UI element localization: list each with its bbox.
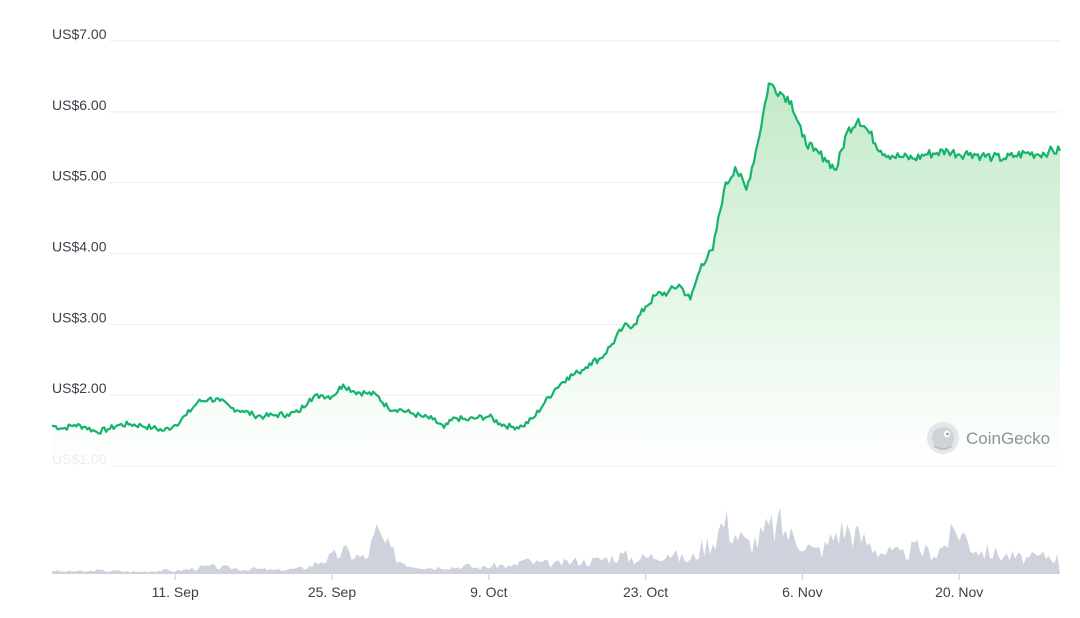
- y-tick-label: US$7.00: [52, 26, 107, 42]
- x-tick-label: 9. Oct: [470, 584, 507, 600]
- y-tick-label: US$5.00: [52, 168, 107, 184]
- price-series-line: [51, 82, 1062, 435]
- y-tick-label: US$3.00: [52, 309, 107, 325]
- y-tick-label: US$4.00: [52, 239, 107, 255]
- price-line: [51, 82, 1062, 435]
- x-tick-label: 6. Nov: [782, 584, 822, 600]
- x-tick-label: 25. Sep: [308, 584, 356, 600]
- price-area-fill: [52, 83, 1060, 466]
- x-tick-label: 23. Oct: [623, 584, 668, 600]
- x-axis-ticks: 11. Sep 25. Sep 9. Oct 23. Oct 6. Nov 20. Nov: [152, 574, 983, 600]
- volume-area: [52, 507, 1060, 574]
- y-tick-label: US$6.00: [52, 97, 107, 113]
- y-axis-ticks: US$7.00 US$6.00 US$5.00 US$4.00 US$3.00 US$2.…: [52, 26, 107, 467]
- coingecko-watermark: CoinGecko: [927, 422, 1050, 454]
- price-area: [52, 83, 1060, 466]
- x-tick-label: 11. Sep: [152, 584, 199, 600]
- watermark-label: CoinGecko: [966, 429, 1050, 448]
- volume-bars: [52, 507, 1060, 574]
- y-tick-label: US$2.00: [52, 380, 107, 396]
- x-tick-label: 20. Nov: [935, 584, 983, 600]
- gecko-logo-icon: [927, 422, 959, 454]
